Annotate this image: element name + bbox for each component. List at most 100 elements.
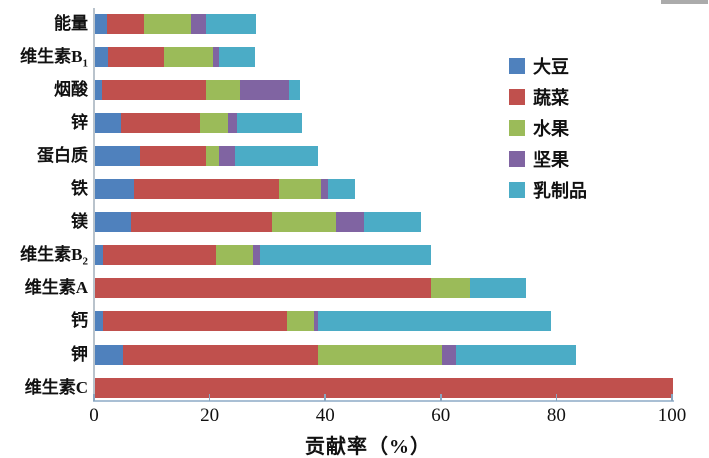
bar-segment-大豆 xyxy=(95,245,104,266)
bar-segment-大豆 xyxy=(95,14,107,34)
bar-segment-蔬菜 xyxy=(122,344,318,365)
chart-row: 维生素B1 xyxy=(0,47,709,70)
category-label: 维生素B1 xyxy=(20,47,88,70)
bar-segment-大豆 xyxy=(95,344,123,365)
bar-segment-水果 xyxy=(430,278,471,299)
bar-segment-水果 xyxy=(200,113,228,134)
category-label: 维生素C xyxy=(24,377,88,397)
bar-segment-坚果 xyxy=(212,47,220,68)
x-tick-mark xyxy=(324,394,326,401)
chart-row: 维生素A xyxy=(0,278,709,299)
bar-segment-水果 xyxy=(205,146,220,167)
bar-segment-坚果 xyxy=(253,245,261,266)
category-label: 能量 xyxy=(54,14,88,33)
x-tick-label: 80 xyxy=(546,405,566,426)
window-edge-artifact xyxy=(661,0,708,4)
x-tick-mark xyxy=(93,394,95,401)
bar-segment-蔬菜 xyxy=(101,80,206,101)
category-label: 钙 xyxy=(71,311,88,331)
legend-swatch-icon xyxy=(509,181,525,198)
chart-row: 钙 xyxy=(0,311,709,332)
bar-segment-坚果 xyxy=(190,14,206,34)
bar-segment-坚果 xyxy=(240,80,290,101)
bar-segment-大豆 xyxy=(95,113,121,134)
x-tick-label: 20 xyxy=(200,405,220,426)
bar-segment-水果 xyxy=(215,245,254,266)
bar-segment-乳制品 xyxy=(219,47,255,68)
chart-row: 维生素C xyxy=(0,377,709,398)
bar-segment-大豆 xyxy=(95,47,108,68)
x-axis-label: 贡献率（%） xyxy=(305,436,431,458)
x-tick-mark xyxy=(208,394,211,401)
category-label: 钾 xyxy=(71,344,88,364)
bar-segment-蔬菜 xyxy=(103,245,216,266)
chart-row: 蛋白质 xyxy=(0,146,709,167)
bar-segment-蔬菜 xyxy=(139,146,206,167)
bar-segment-蔬菜 xyxy=(95,278,431,299)
legend-item: 大豆 xyxy=(509,50,587,81)
bar-segment-乳制品 xyxy=(289,80,301,101)
chart-row: 维生素B2 xyxy=(0,245,709,268)
bar-segment-坚果 xyxy=(219,146,235,167)
x-tick-label: 0 xyxy=(89,405,99,426)
bar-segment-蔬菜 xyxy=(103,311,287,332)
x-tick-mark xyxy=(671,394,673,401)
y-axis-line xyxy=(93,8,95,402)
bar-segment-坚果 xyxy=(227,113,238,134)
bar-segment-坚果 xyxy=(441,344,457,365)
bar-segment-乳制品 xyxy=(234,146,318,167)
legend-item: 蔬菜 xyxy=(509,81,587,112)
legend-swatch-icon xyxy=(509,119,525,136)
bar-segment-大豆 xyxy=(95,80,102,101)
bar-segment-大豆 xyxy=(95,146,140,167)
category-label: 蛋白质 xyxy=(37,146,88,166)
bar-segment-乳制品 xyxy=(456,344,576,365)
bar-segment-乳制品 xyxy=(364,212,421,233)
legend-item: 乳制品 xyxy=(509,174,587,205)
category-label: 镁 xyxy=(71,212,88,232)
legend-label: 水果 xyxy=(533,118,569,139)
legend-swatch-icon xyxy=(509,150,525,167)
legend: 大豆 蔬菜水果坚果乳制品 xyxy=(509,50,587,205)
chart-row: 锌 xyxy=(0,113,709,134)
category-label: 锌 xyxy=(71,113,88,133)
x-tick-mark xyxy=(555,394,558,401)
bar-segment-坚果 xyxy=(314,311,319,332)
bar-segment-水果 xyxy=(271,212,337,233)
bar-segment-乳制品 xyxy=(237,113,302,134)
x-tick-label: 40 xyxy=(315,405,335,426)
bar-segment-水果 xyxy=(205,80,241,101)
chart-row: 钾 xyxy=(0,344,709,365)
legend-item: 水果 xyxy=(509,112,587,143)
bar-segment-坚果 xyxy=(320,179,328,200)
bar-segment-蔬菜 xyxy=(130,212,272,233)
bar-segment-蔬菜 xyxy=(107,47,164,68)
x-tick-label: 60 xyxy=(431,405,451,426)
bar-segment-蔬菜 xyxy=(121,113,201,134)
bar-segment-乳制品 xyxy=(260,245,431,266)
bar-segment-水果 xyxy=(278,179,321,200)
category-label: 烟酸 xyxy=(54,80,88,100)
x-tick-label: 100 xyxy=(657,405,687,426)
bar-segment-蔬菜 xyxy=(95,377,673,398)
legend-item: 坚果 xyxy=(509,143,587,174)
legend-label: 坚果 xyxy=(533,149,569,170)
bar-segment-大豆 xyxy=(95,311,104,332)
bar-segment-蔬菜 xyxy=(106,14,145,34)
legend-swatch-icon xyxy=(509,88,525,105)
category-label: 维生素B2 xyxy=(20,245,88,268)
bar-segment-大豆 xyxy=(95,179,134,200)
bar-segment-坚果 xyxy=(336,212,365,233)
category-label: 维生素A xyxy=(24,278,88,298)
x-tick-mark xyxy=(440,394,442,401)
bar-segment-大豆 xyxy=(95,212,131,233)
bar-segment-乳制品 xyxy=(470,278,527,299)
bar-segment-水果 xyxy=(163,47,213,68)
bar-segment-乳制品 xyxy=(327,179,355,200)
bar-segment-乳制品 xyxy=(205,14,256,34)
chart-row: 镁 xyxy=(0,212,709,233)
category-label: 铁 xyxy=(71,179,88,199)
bar-segment-水果 xyxy=(144,14,191,34)
chart-row: 能量 xyxy=(0,14,709,34)
